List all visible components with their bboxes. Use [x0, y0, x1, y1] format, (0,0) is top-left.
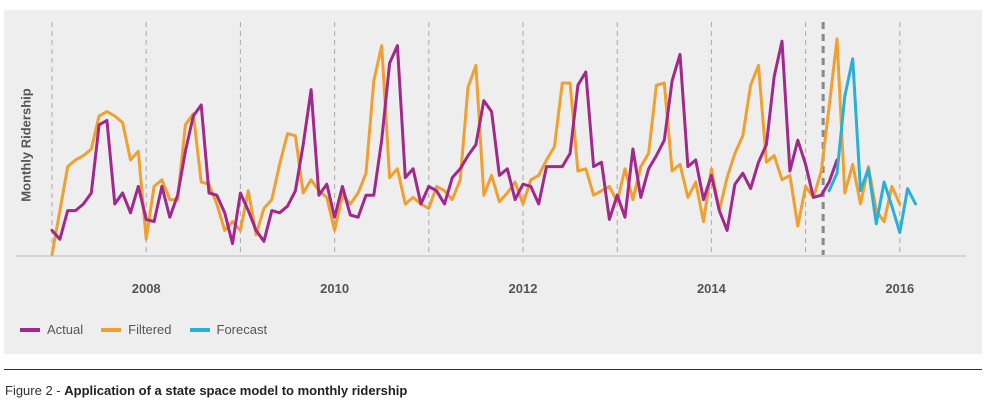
x-tick-label-2012: 2012	[509, 281, 538, 296]
x-tick-label-2008: 2008	[132, 281, 161, 296]
legend-swatch-actual	[20, 327, 40, 332]
legend-item-filtered: Filtered	[101, 322, 172, 337]
x-tick-label-2014: 2014	[697, 281, 727, 296]
x-tick-label-2010: 2010	[320, 281, 349, 296]
series-line-actual	[50, 39, 839, 246]
legend-swatch-forecast	[189, 327, 210, 332]
chart-legend: Actual Filtered Forecast	[20, 322, 285, 337]
ridership-chart: 2008 2010 2012 2014 2016	[16, 22, 966, 296]
y-axis-label: Monthly Ridership	[18, 88, 34, 202]
series-line-forecast	[827, 57, 917, 235]
caption-title: Application of a state space model to mo…	[64, 383, 408, 398]
legend-swatch-filtered	[101, 327, 122, 332]
legend-label-actual: Actual	[47, 322, 84, 337]
caption-prefix: Figure 2 -	[5, 383, 65, 398]
x-tick-label-2016: 2016	[885, 281, 914, 296]
legend-item-forecast: Forecast	[189, 322, 268, 337]
legend-label-filtered: Filtered	[128, 322, 172, 337]
legend-label-forecast: Forecast	[216, 322, 268, 337]
caption-rule	[4, 369, 982, 370]
figure-caption: Figure 2 - Application of a state space …	[5, 383, 407, 398]
legend-item-actual: Actual	[20, 322, 83, 337]
